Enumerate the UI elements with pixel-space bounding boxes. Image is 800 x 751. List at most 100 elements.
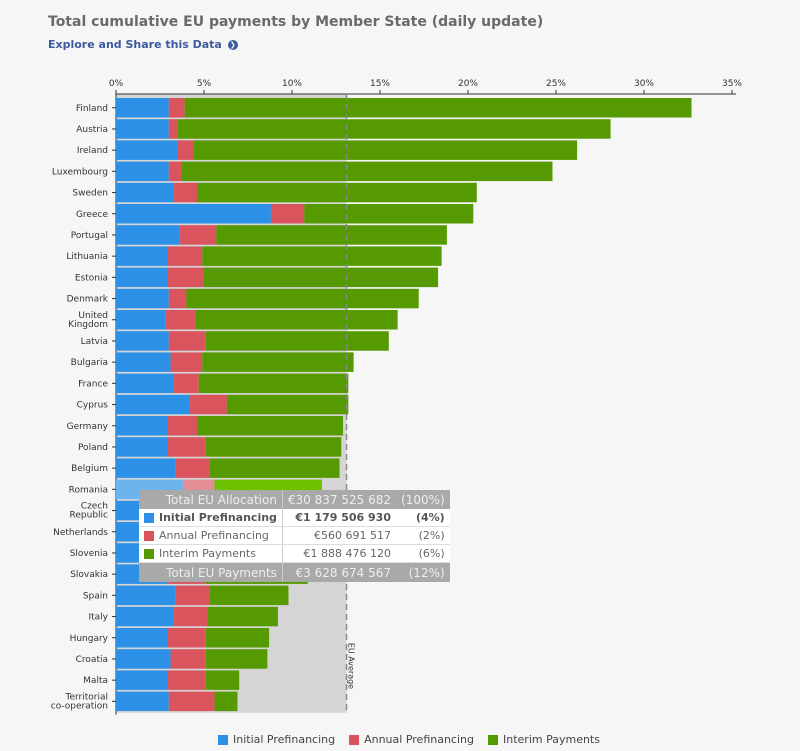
bar-initial — [116, 161, 169, 182]
tooltip-label: Total EU Payments — [139, 562, 283, 582]
tooltip-percent: (12%) — [396, 562, 450, 582]
tooltip-label: Total EU Allocation — [139, 490, 283, 509]
tooltip-amount: €560 691 517 — [282, 526, 396, 545]
tooltip-percent: (6%) — [396, 544, 450, 563]
category-label: Portugal — [71, 231, 108, 241]
eu-average-label: EU Average — [347, 643, 356, 689]
x-tick-label: 15% — [370, 79, 390, 89]
bar-interim — [205, 628, 270, 648]
bar-interim — [202, 352, 354, 372]
bar-initial — [116, 182, 175, 203]
bar-interim — [196, 182, 477, 203]
legend-label: Annual Prefinancing — [364, 733, 474, 746]
bar-interim — [193, 140, 578, 160]
bar-interim — [205, 670, 240, 690]
category-label: Romania — [69, 485, 108, 495]
category-label: Hungary — [70, 634, 109, 644]
bar-initial — [116, 331, 169, 351]
bar-initial — [116, 628, 168, 648]
bar-interim — [177, 119, 611, 139]
category-label: Finland — [76, 104, 108, 114]
tooltip: Total EU Allocation €30 837 525 682 (100%)… — [139, 490, 450, 582]
bar-initial — [116, 140, 178, 160]
category-label: Cyprus — [77, 401, 109, 411]
legend-swatch — [144, 531, 154, 541]
category-label: Malta — [83, 676, 108, 686]
bar-annual — [174, 606, 208, 627]
bar-annual — [168, 331, 206, 351]
bar-initial — [116, 585, 176, 606]
bar-initial — [116, 204, 271, 224]
bar-interim — [207, 606, 278, 627]
bar-annual — [170, 352, 203, 372]
bar-initial — [116, 352, 171, 372]
tooltip-row: Interim Payments €1 888 476 120 (6%) — [139, 544, 450, 563]
x-tick-label: 30% — [634, 79, 654, 89]
bar-interim — [205, 649, 268, 669]
bar-annual — [165, 310, 196, 330]
category-label: Greece — [76, 210, 108, 220]
category-label: Sweden — [72, 189, 108, 199]
tooltip-label: Interim Payments — [139, 544, 283, 563]
circle-arrow-right-icon: ❯ — [227, 40, 238, 50]
category-label: Latvia — [81, 337, 108, 347]
bar-annual — [167, 267, 204, 288]
tooltip-amount: €1 888 476 120 — [282, 544, 396, 563]
bar-interim — [209, 458, 340, 478]
bar-interim — [205, 331, 389, 351]
tooltip-row: Total EU Payments €3 628 674 567 (12%) — [139, 562, 450, 582]
category-label: Netherlands — [53, 528, 108, 538]
bar-interim — [181, 161, 553, 182]
bar-initial — [116, 267, 168, 288]
legend-swatch — [488, 734, 498, 745]
category-label: Spain — [83, 591, 108, 601]
tooltip-row: Total EU Allocation €30 837 525 682 (100%) — [139, 490, 450, 509]
bar-annual — [179, 225, 217, 245]
x-tick-label: 5% — [197, 79, 212, 89]
bar-initial — [116, 310, 166, 330]
x-tick-label: 0% — [109, 79, 124, 89]
bar-interim — [204, 267, 439, 288]
bar-interim — [216, 225, 447, 245]
bar-initial — [116, 649, 171, 669]
legend-item-interim[interactable]: Interim Payments — [488, 733, 600, 746]
bar-interim — [205, 437, 342, 457]
bar-interim — [209, 585, 289, 606]
tooltip-amount: €1 179 506 930 — [282, 509, 396, 527]
category-label: Bulgaria — [71, 358, 108, 368]
legend: Initial Prefinancing Annual Prefinancing I… — [218, 733, 600, 746]
category-label: Slovenia — [70, 549, 108, 559]
bar-chart: 0% 5% 10% 15% 20% 25% 30% 35% Finland Austria Irel… — [51, 79, 742, 715]
category-label: Germany — [67, 422, 109, 432]
bar-annual — [168, 119, 178, 139]
bar-interim — [196, 416, 344, 436]
legend-label: Initial Prefinancing — [233, 733, 336, 746]
bar-annual — [167, 416, 197, 436]
bar-initial — [116, 691, 169, 712]
category-label: Poland — [78, 443, 108, 453]
bar-initial — [116, 606, 175, 627]
bar-annual — [174, 182, 197, 203]
bar-annual — [168, 691, 215, 712]
bar-interim — [214, 691, 238, 712]
bar-interim — [195, 310, 398, 330]
category-label: Belgium — [71, 464, 108, 474]
legend-item-annual[interactable]: Annual Prefinancing — [349, 733, 474, 746]
legend-item-initial[interactable]: Initial Prefinancing — [218, 733, 335, 746]
tooltip-percent: (100%) — [396, 490, 450, 509]
category-label: France — [78, 379, 108, 389]
bar-annual — [168, 98, 185, 118]
bar-interim — [304, 204, 474, 224]
category-label: Lithuania — [66, 252, 108, 262]
legend-swatch — [218, 734, 228, 745]
bar-initial — [116, 246, 168, 266]
tooltip-row: Annual Prefinancing €560 691 517 (2%) — [139, 526, 450, 545]
x-tick-label: 25% — [546, 79, 566, 89]
bar-initial — [116, 670, 168, 690]
tooltip-label: Initial Prefinancing — [139, 509, 283, 527]
bar-annual — [174, 373, 199, 394]
category-label: Austria — [76, 125, 108, 135]
explore-link-label: Explore and Share this Data — [48, 38, 222, 51]
explore-share-link[interactable]: Explore and Share this Data ❯ — [48, 38, 238, 51]
category-label: Croatia — [76, 655, 108, 665]
